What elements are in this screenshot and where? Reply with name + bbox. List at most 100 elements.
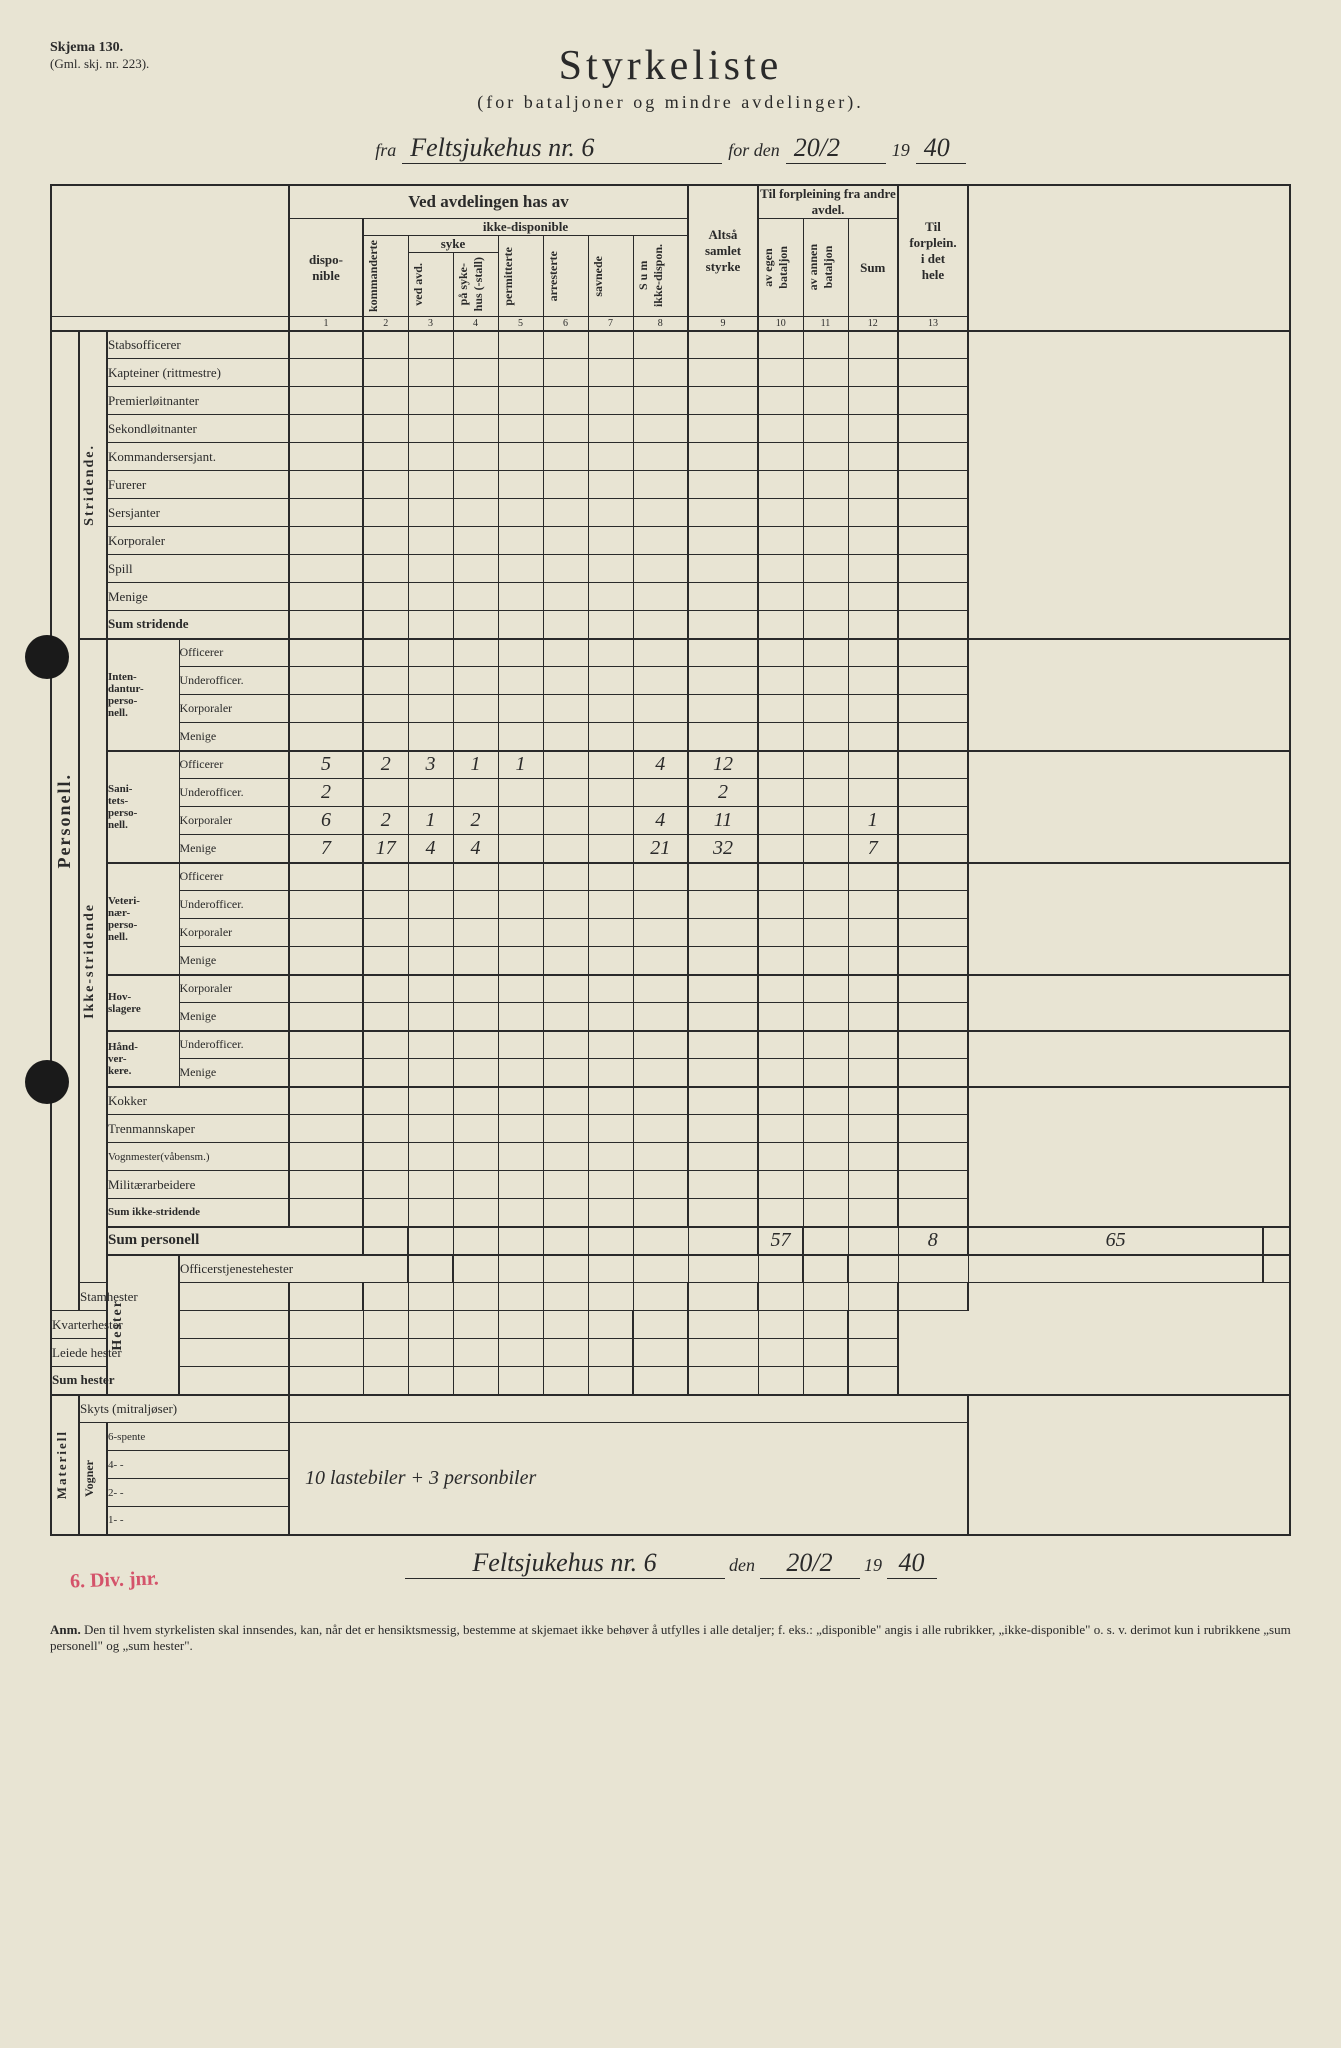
colnum: 11 [803, 317, 848, 331]
row-intend-korp: Korporaler [179, 695, 289, 723]
colnum: 13 [898, 317, 968, 331]
row-sek: Sekondløitnanter [107, 415, 289, 443]
hdr-komm: kommanderte [364, 236, 383, 316]
row-w6: 6-spente [107, 1423, 289, 1451]
row-offhest: Officerstjenestehester [179, 1255, 408, 1283]
row-sanit-off: Officerer [179, 751, 289, 779]
hdr-av-egen: av egen bataljon [759, 242, 793, 293]
row-sumh: Sum hester [51, 1367, 179, 1395]
row-skyts: Skyts (mitraljøser) [79, 1395, 289, 1423]
main-table: Ved avdelingen has av Altså samlet styrk… [50, 184, 1291, 1536]
colnum: 1 [289, 317, 363, 331]
row-intend-uoff: Underofficer. [179, 667, 289, 695]
header-fill-line: fra Feltsjukehus nr. 6 for den 20/2 19 4… [50, 133, 1291, 164]
subgrp-veter: Veteri- nær- perso- nell. [107, 863, 179, 975]
anm-text: Den til hvem styrkelisten skal innsendes… [50, 1622, 1291, 1654]
row-hovsl-men: Menige [179, 1003, 289, 1031]
row-sumpers: Sum personell [107, 1227, 363, 1255]
row-sumstr: Sum stridende [107, 611, 289, 639]
hdr-ikke-disp: ikke-disponible [363, 219, 688, 236]
hdr-sum: Sum [848, 219, 898, 317]
row-handv-uoff: Underofficer. [179, 1031, 289, 1059]
row-intend-men: Menige [179, 723, 289, 751]
row-sanit-korp: Korporaler [179, 807, 289, 835]
row-veter-korp: Korporaler [179, 919, 289, 947]
row-w4: 4- - [107, 1451, 289, 1479]
subgrp-sanit: Sani- tets- perso- nell. [107, 751, 179, 863]
row-sers: Sersjanter [107, 499, 289, 527]
row-veter-men: Menige [179, 947, 289, 975]
row-intend-off: Officerer [179, 639, 289, 667]
date-value: 20/2 [786, 133, 886, 164]
footer-year-suffix: 40 [887, 1548, 937, 1579]
hdr-syke: syke [408, 236, 498, 253]
colnum: 6 [543, 317, 588, 331]
stamp: 6. Div. jnr. [70, 1567, 159, 1593]
punch-hole [25, 635, 69, 679]
grp-ikke-stridende: Ikke-stridende [80, 899, 100, 1023]
colnum: 12 [848, 317, 898, 331]
footer-signature-line: Feltsjukehus nr. 6 den 20/2 19 40 [50, 1548, 1291, 1579]
colnum: 8 [633, 317, 688, 331]
colnum: 3 [408, 317, 453, 331]
footer-den: den [729, 1555, 755, 1575]
hdr-ved-avd: Ved avdelingen has av [289, 185, 688, 219]
hdr-til-hele: Til forplein. i det hele [898, 185, 968, 317]
colnum: 9 [688, 317, 758, 331]
subgrp-handv: Hånd- ver- kere. [107, 1031, 179, 1087]
row-hovsl-korp: Korporaler [179, 975, 289, 1003]
punch-hole [25, 1060, 69, 1104]
row-spill: Spill [107, 555, 289, 583]
row-prem: Premierløitnanter [107, 387, 289, 415]
row-veter-uoff: Underofficer. [179, 891, 289, 919]
row-vognm: Vognmester(våbensm.) [107, 1143, 289, 1171]
hdr-til-forpl: Til forpleining fra andre avdel. [758, 185, 898, 219]
row-veter-off: Officerer [179, 863, 289, 891]
year-suffix: 40 [916, 133, 966, 164]
colnum: 5 [498, 317, 543, 331]
subgrp-hovsl: Hov- slagere [107, 975, 179, 1031]
colnum: 2 [363, 317, 408, 331]
grp-materiell: Materiell [52, 1426, 72, 1503]
forden-label: for den [728, 140, 780, 161]
hdr-av-annen: av annen bataljon [804, 240, 838, 294]
row-kokker: Kokker [107, 1087, 289, 1115]
colnum: 10 [758, 317, 803, 331]
row-w1: 1- - [107, 1507, 289, 1535]
annotation: Anm. Den til hvem styrkelisten skal inns… [50, 1622, 1291, 1656]
row-stabs: Stabsofficerer [107, 331, 289, 359]
row-sanit-uoff: Underofficer. [179, 779, 289, 807]
form-header-block: Skjema 130. (Gml. skj. nr. 223). Styrkel… [50, 40, 1291, 113]
hdr-sum-ikke: S u m ikke-dispon. [634, 240, 668, 311]
wagon-note: 10 lastebiler + 3 personbiler [289, 1423, 968, 1535]
hdr-ved-avd-col: ved avd. [409, 259, 428, 310]
row-korp-str: Korporaler [107, 527, 289, 555]
grp-vogner: Vogner [80, 1456, 99, 1501]
year-prefix: 19 [892, 140, 910, 161]
row-w2: 2- - [107, 1479, 289, 1507]
hdr-pa-syke: på syke- hus (-stall) [454, 253, 488, 315]
footer-date: 20/2 [760, 1548, 860, 1579]
grp-personell: Personell. [52, 769, 77, 872]
row-milit: Militærarbeidere [107, 1171, 289, 1199]
row-sanit-men: Menige [179, 835, 289, 863]
colnum: 7 [588, 317, 633, 331]
fra-value: Feltsjukehus nr. 6 [402, 133, 722, 164]
grp-hester: Hester [108, 1295, 128, 1355]
row-komm: Kommandersersjant. [107, 443, 289, 471]
footer-place: Feltsjukehus nr. 6 [405, 1548, 725, 1579]
hdr-perm: permitterte [499, 243, 518, 310]
row-trenn: Trenmannskaper [107, 1115, 289, 1143]
grp-stridende: Stridende. [80, 440, 100, 530]
subgrp-intend: Inten- dantur- perso- nell. [107, 639, 179, 751]
row-men-str: Menige [107, 583, 289, 611]
hdr-altsa: Altså samlet styrke [688, 185, 758, 317]
title: Styrkeliste [50, 42, 1291, 90]
fra-label: fra [375, 140, 396, 161]
footer-year-prefix: 19 [864, 1555, 882, 1575]
colnum: 4 [453, 317, 498, 331]
hdr-savn: savnede [589, 252, 608, 301]
row-kapt: Kapteiner (rittmestre) [107, 359, 289, 387]
hdr-disp: dispo- nible [289, 219, 363, 317]
row-handv-men: Menige [179, 1059, 289, 1087]
